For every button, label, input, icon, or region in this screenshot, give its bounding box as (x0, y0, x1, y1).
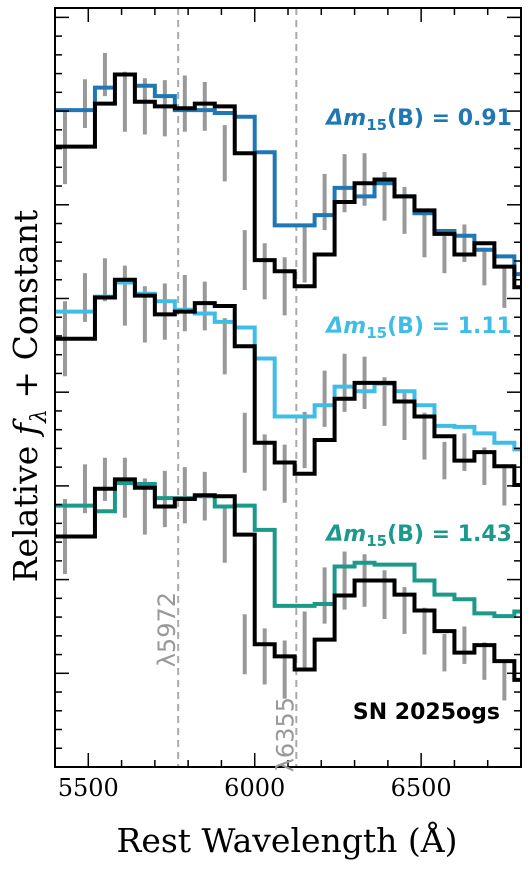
series-layer (55, 72, 521, 682)
series-line (55, 277, 521, 487)
series-annotation: Δm15(B) = 1.11 (324, 314, 512, 342)
series-annotation: Δm15(B) = 1.43 (324, 522, 512, 550)
x-tick-labels: 5500 6000 6500 (58, 774, 452, 802)
x-axis-title: Rest Wavelength (Å) (116, 820, 457, 860)
spectral-line-label: λ5972 (153, 592, 181, 667)
spectral-line-labels: λ5972 λ6355 (153, 592, 299, 772)
y-axis-title-main: Relative (6, 435, 45, 582)
annotation-symbol: Δm (324, 106, 366, 131)
y-axis-title-rest: + Constant (6, 210, 45, 409)
spectral-line-markers (177, 8, 298, 767)
y-axis-title-sub: λ (27, 409, 52, 424)
annotation-symbol: Δm (324, 314, 366, 339)
axis-ticks (54, 8, 522, 768)
spectral-line-label: λ6355 (271, 697, 299, 772)
series-line (55, 72, 521, 290)
object-name-label: SN 2025ogs (353, 700, 500, 725)
y-axis-title: Relative fλ + Constant (6, 210, 52, 583)
annotation-subscript: 15 (366, 116, 387, 134)
series-line (55, 481, 521, 619)
series-annotation: Δm15(B) = 0.91 (324, 106, 512, 134)
annotation-value: (B) = 1.43 (387, 522, 512, 547)
series-line (55, 477, 521, 682)
annotation-subscript: 15 (366, 324, 387, 342)
x-tick-label: 5500 (58, 774, 119, 802)
error-bars (62, 52, 507, 701)
annotation-value: (B) = 0.91 (387, 106, 512, 131)
annotation-value: (B) = 1.11 (387, 314, 512, 339)
annotation-subscript: 15 (366, 532, 387, 550)
x-tick-label: 6500 (391, 774, 452, 802)
x-tick-label: 6000 (224, 774, 285, 802)
annotation-symbol: Δm (324, 522, 366, 547)
